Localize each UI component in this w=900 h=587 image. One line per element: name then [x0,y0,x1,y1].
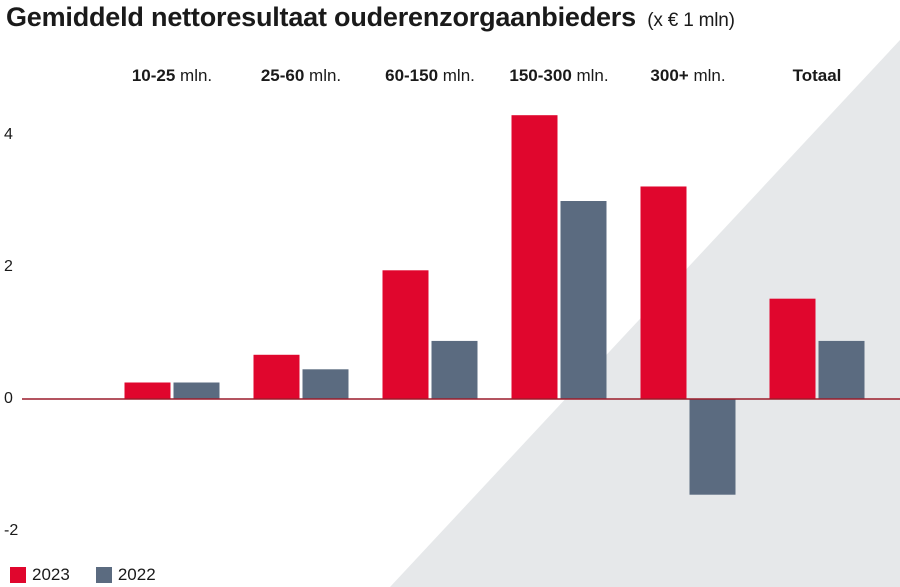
bar-2023-6 [769,298,816,399]
legend-swatch-2023 [10,567,26,583]
category-label-4: 150-300 mln. [509,66,609,85]
bar-2023-5 [640,186,687,399]
chart-title-unit: (x € 1 mln) [647,10,735,31]
bar-2023-2 [253,354,300,399]
y-tick-label: 0 [4,390,13,407]
bar-2023-1 [124,382,171,399]
y-tick-label: 2 [4,258,13,275]
bar-2022-2 [302,369,349,399]
category-label-6: Totaal [792,66,842,85]
legend-label-2022: 2022 [117,565,156,584]
legend-item-2023: 2023 [10,565,70,585]
bar-2022-4 [560,201,607,399]
legend-item-2022: 2022 [95,565,156,585]
y-tick-label: -2 [4,522,19,539]
chart-title-text: Gemiddeld nettoresultaat ouderenzorgaanb… [6,2,636,32]
bar-2022-5 [689,399,736,495]
legend-label-2023: 2023 [32,565,70,584]
legend: 2023 2022 [10,565,156,585]
bar-2022-6 [818,340,865,399]
bar-2023-4 [511,115,558,399]
bar-2022-1 [173,382,220,399]
category-label-2: 25-60 mln. [260,66,342,85]
bar-2022-3 [431,340,478,399]
category-label-5: 300+ mln. [650,66,726,85]
category-label-3: 60-150 mln. [385,66,475,85]
chart-title: Gemiddeld nettoresultaat ouderenzorgaanb… [6,2,735,33]
legend-swatch-2022 [95,567,112,583]
category-label-1: 10-25 mln. [131,66,213,85]
bar-2023-3 [382,270,429,399]
category-labels: 10-25 mln. 25-60 mln. 60-150 mln. 150-30… [0,66,900,90]
y-tick-label: 4 [4,126,13,143]
